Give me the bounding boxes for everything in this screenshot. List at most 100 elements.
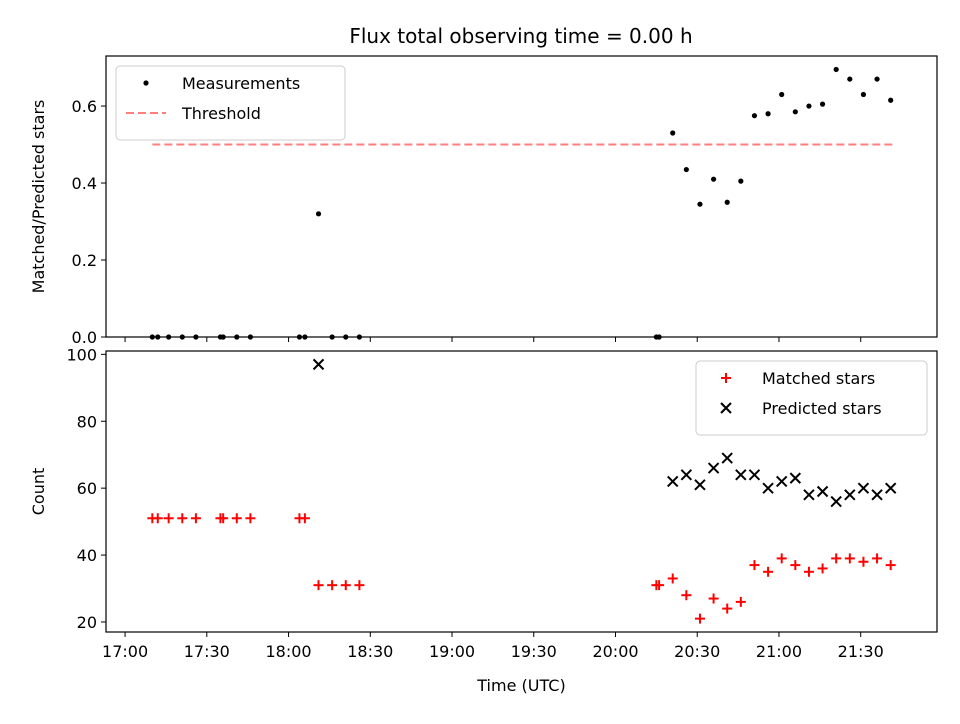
- data-point-plus: [817, 563, 828, 574]
- data-point-plus: [152, 513, 163, 524]
- data-point-dot: [738, 178, 744, 184]
- data-point-plus: [190, 513, 201, 524]
- top-panel: 0.0 0.2 0.4 0.6 Matched/Predicted stars Measu…: [29, 55, 938, 347]
- y-tick-label: 20: [77, 613, 97, 632]
- data-point-dot: [765, 111, 771, 117]
- legend-label: Threshold: [181, 104, 261, 123]
- data-point-plus: [749, 560, 760, 571]
- data-point-dot: [697, 201, 703, 207]
- data-point-plus: [858, 556, 869, 567]
- data-point-dot: [806, 103, 812, 109]
- data-point-x: [694, 479, 706, 491]
- data-point-plus: [872, 553, 883, 564]
- data-point-dot: [683, 166, 689, 173]
- data-point-plus: [831, 553, 842, 564]
- data-point-x: [312, 358, 325, 371]
- data-point-plus: [790, 560, 801, 571]
- data-point-x: [803, 489, 815, 501]
- data-point-x: [830, 495, 842, 508]
- data-point-dot: [860, 91, 867, 98]
- data-point-x: [844, 489, 856, 501]
- data-point-plus: [763, 566, 774, 577]
- data-point-x: [857, 482, 870, 494]
- x-tick-label: 17:00: [102, 642, 148, 661]
- data-point-plus: [776, 553, 787, 564]
- data-point-plus: [313, 580, 324, 591]
- data-point-dot: [847, 76, 853, 82]
- data-point-dot: [874, 76, 880, 82]
- legend-label: Matched stars: [762, 369, 875, 388]
- y-tick-label: 60: [77, 479, 97, 498]
- y-tick-label: 40: [77, 546, 97, 565]
- data-point-plus: [844, 553, 855, 564]
- y-tick-label: 0.6: [72, 97, 97, 116]
- bottom-panel: 17:00 17:30 18:00 18:30 19:00 19:30 20:00 20:30…: [29, 345, 938, 695]
- x-tick-label: 19:00: [429, 642, 475, 661]
- data-point-x: [667, 475, 679, 488]
- data-point-plus: [245, 513, 256, 524]
- data-point-dot: [724, 199, 730, 205]
- x-tick-label: 20:30: [674, 642, 720, 661]
- data-point-x: [789, 472, 802, 484]
- data-point-dot: [751, 113, 758, 119]
- x-axis-label: Time (UTC): [476, 676, 565, 695]
- legend-swatch-plus: [721, 373, 731, 383]
- data-point-x: [871, 489, 883, 501]
- legend-swatch-dot: [143, 80, 149, 86]
- data-point-plus: [163, 513, 174, 524]
- data-point-dot: [779, 91, 785, 98]
- y-axis-label-bottom: Count: [29, 468, 48, 516]
- data-point-dot: [710, 176, 717, 182]
- data-point-plus: [708, 593, 719, 604]
- data-point-x: [721, 452, 733, 464]
- x-tick-label: 19:30: [511, 642, 557, 661]
- data-point-x: [884, 482, 897, 494]
- y-tick-label: 100: [66, 345, 97, 364]
- data-point-plus: [667, 573, 678, 584]
- data-point-dot: [833, 66, 839, 73]
- data-point-plus: [327, 580, 338, 591]
- data-point-x: [748, 469, 761, 481]
- data-point-x: [735, 469, 747, 481]
- data-point-plus: [218, 513, 229, 524]
- data-point-plus: [885, 560, 896, 571]
- data-point-dot: [792, 109, 798, 115]
- y-tick-label: 0.0: [72, 328, 97, 347]
- axes-frame-top: [105, 55, 938, 338]
- legend-box: [695, 360, 928, 436]
- data-point-plus: [722, 603, 733, 614]
- y-tick-label: 80: [77, 412, 97, 431]
- data-point-plus: [803, 566, 814, 577]
- data-point-x: [707, 462, 720, 474]
- data-point-plus: [299, 513, 310, 524]
- legend-top: Measurements Threshold: [115, 65, 346, 141]
- x-tick-label: 20:00: [592, 642, 638, 661]
- x-tick-label: 21:30: [838, 642, 884, 661]
- x-tick-label: 21:00: [756, 642, 802, 661]
- data-point-x: [816, 485, 829, 498]
- data-point-plus: [735, 596, 746, 607]
- data-point-dot: [315, 211, 322, 217]
- y-tick-label: 0.2: [72, 251, 97, 270]
- data-point-dot: [670, 130, 676, 136]
- x-tick-label: 18:30: [347, 642, 393, 661]
- legend-box: [115, 65, 346, 141]
- chart-title: Flux total observing time = 0.00 h: [349, 24, 692, 48]
- data-point-plus: [694, 613, 705, 624]
- legend-label: Measurements: [182, 74, 300, 93]
- axes-frame-bottom: [105, 350, 938, 633]
- data-point-dot: [888, 97, 894, 103]
- x-tick-label: 17:30: [184, 642, 230, 661]
- legend-bottom: Matched stars Predicted stars: [695, 360, 928, 436]
- data-point-plus: [654, 580, 665, 591]
- x-tick-label: 18:00: [265, 642, 311, 661]
- data-point-x: [775, 475, 788, 488]
- legend-swatch-x: [720, 402, 732, 414]
- data-point-plus: [354, 580, 365, 591]
- y-tick-label: 0.4: [72, 174, 97, 193]
- data-point-plus: [231, 513, 242, 524]
- legend-label: Predicted stars: [762, 399, 882, 418]
- data-point-plus: [681, 590, 692, 601]
- data-point-plus: [340, 580, 351, 591]
